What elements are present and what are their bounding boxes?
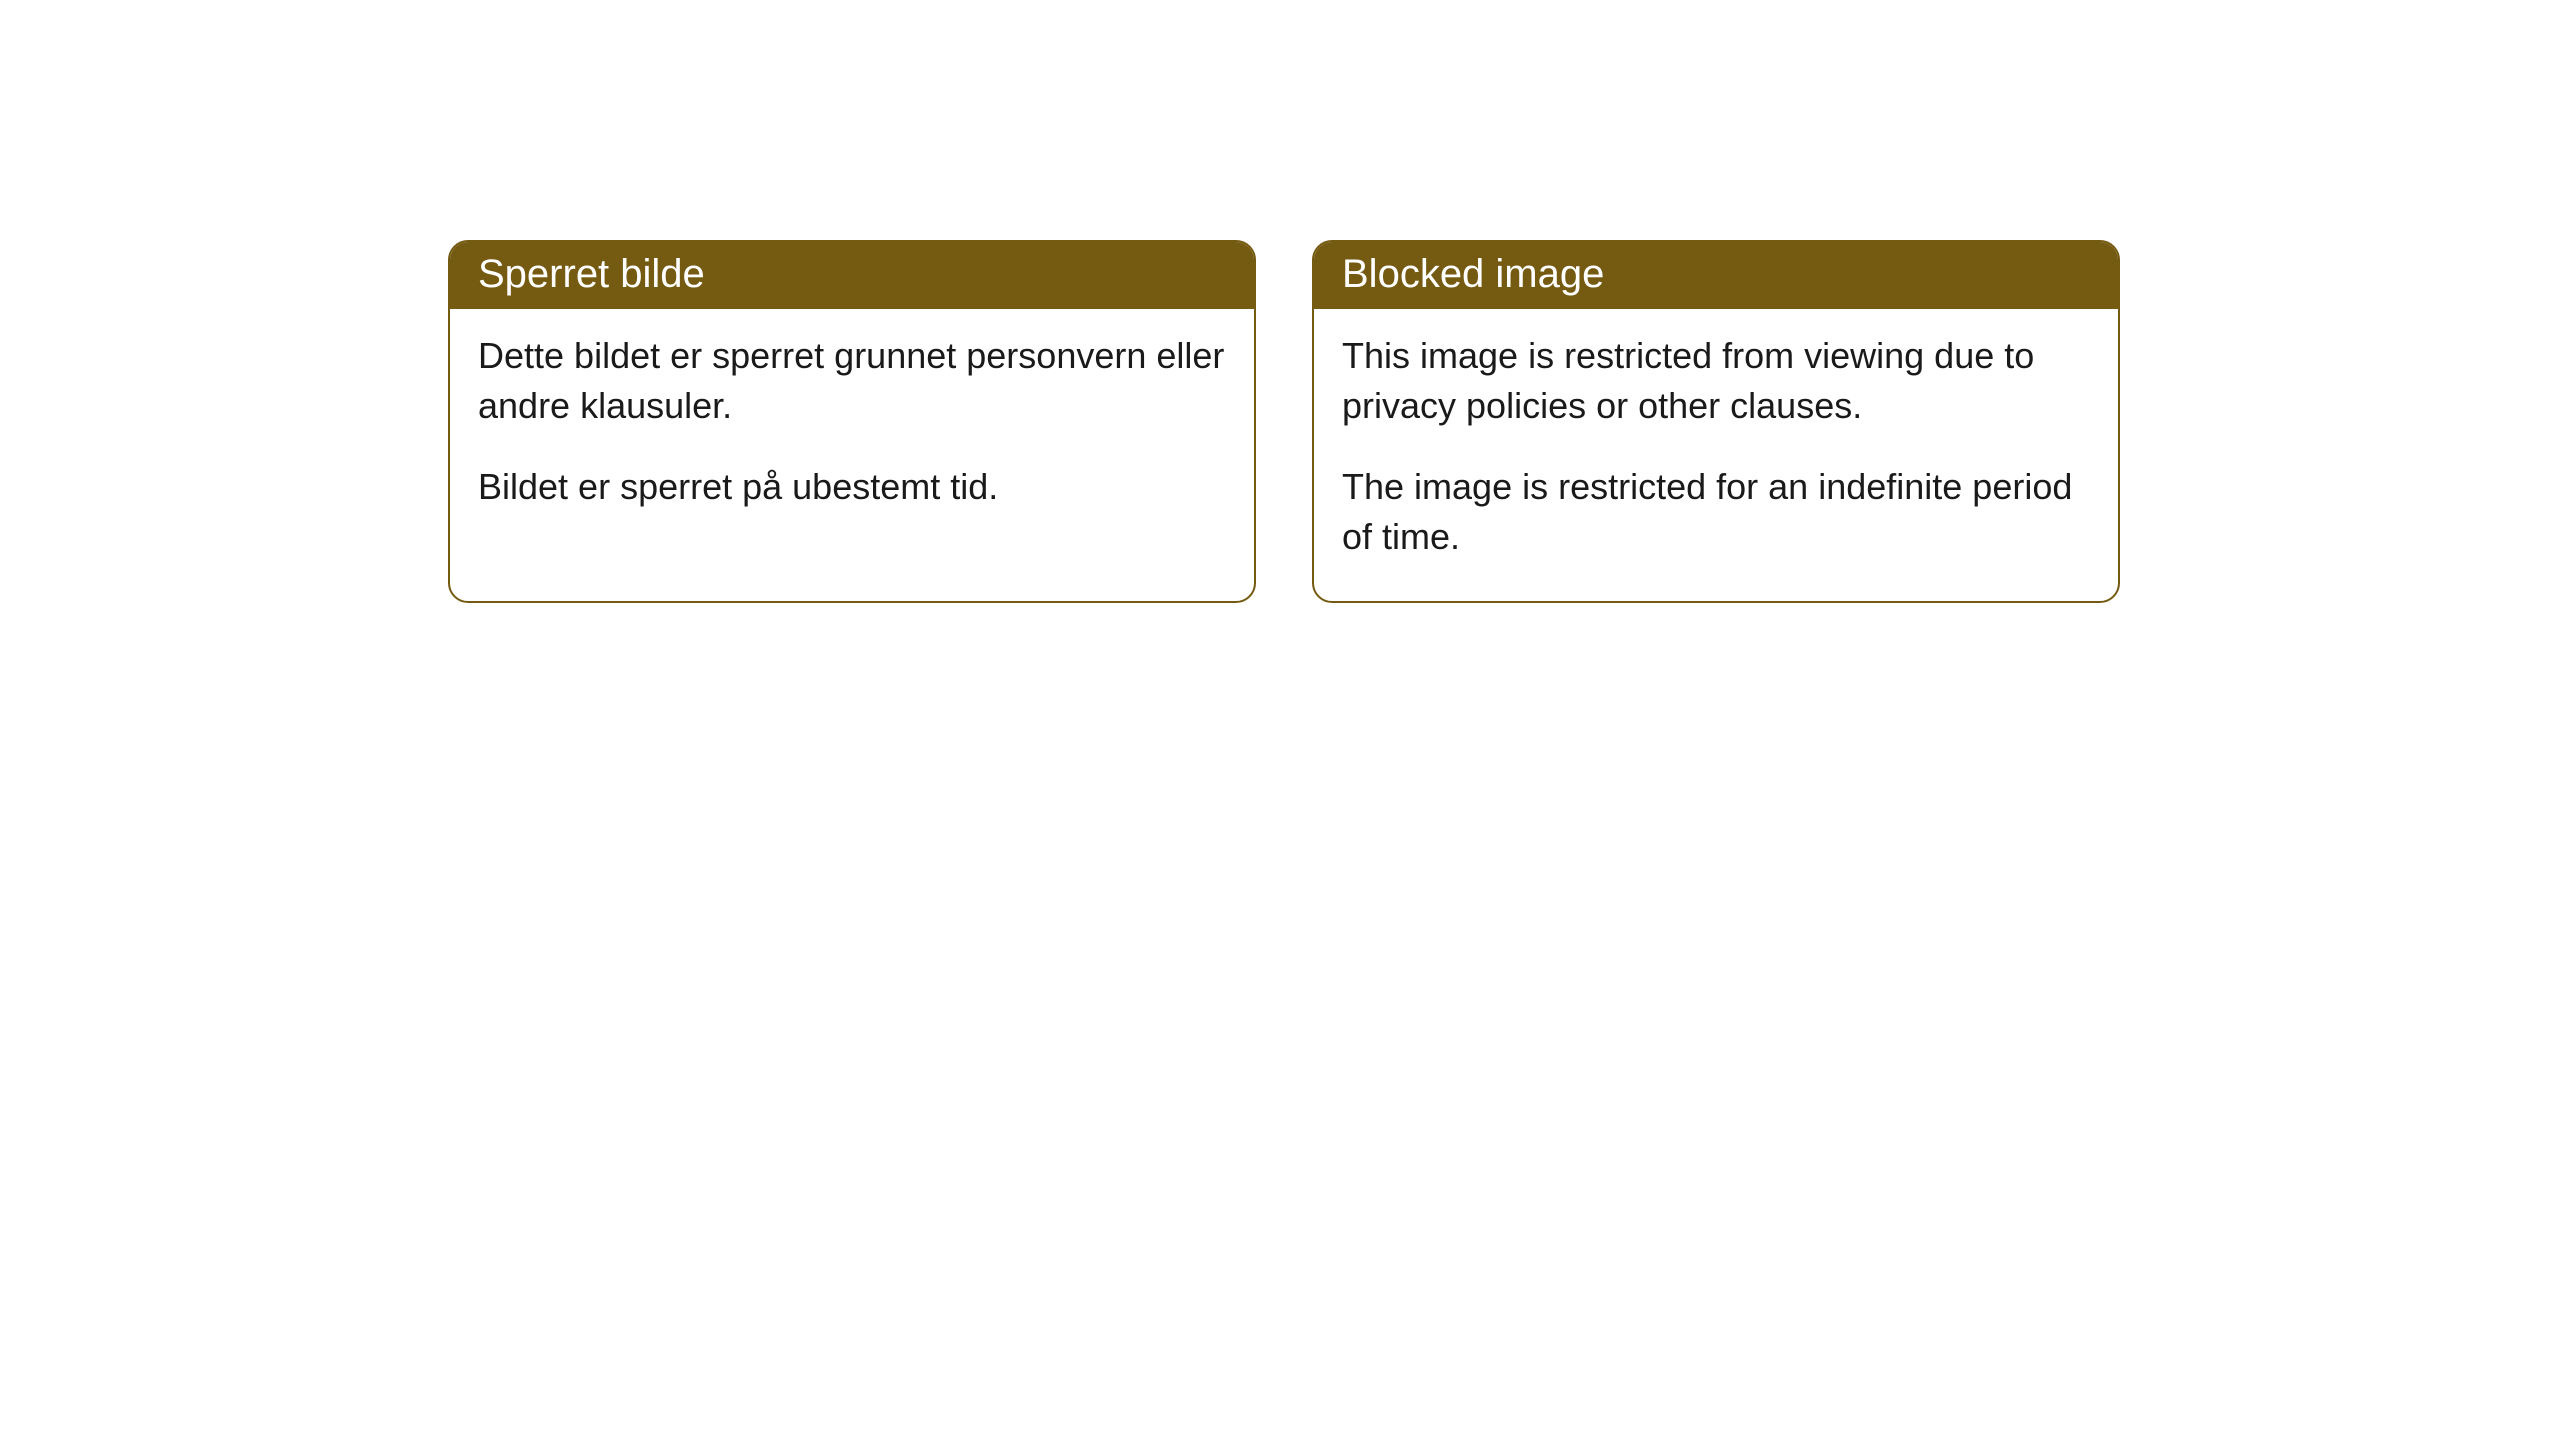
card-paragraph-en-1: This image is restricted from viewing du…	[1342, 331, 2090, 432]
card-body-no: Dette bildet er sperret grunnet personve…	[450, 309, 1254, 550]
cards-container: Sperret bilde Dette bildet er sperret gr…	[448, 240, 2120, 603]
card-paragraph-no-2: Bildet er sperret på ubestemt tid.	[478, 462, 1226, 512]
card-paragraph-en-2: The image is restricted for an indefinit…	[1342, 462, 2090, 563]
card-paragraph-no-1: Dette bildet er sperret grunnet personve…	[478, 331, 1226, 432]
card-header-en: Blocked image	[1314, 242, 2118, 309]
blocked-image-card-no: Sperret bilde Dette bildet er sperret gr…	[448, 240, 1256, 603]
card-body-en: This image is restricted from viewing du…	[1314, 309, 2118, 601]
card-header-no: Sperret bilde	[450, 242, 1254, 309]
blocked-image-card-en: Blocked image This image is restricted f…	[1312, 240, 2120, 603]
